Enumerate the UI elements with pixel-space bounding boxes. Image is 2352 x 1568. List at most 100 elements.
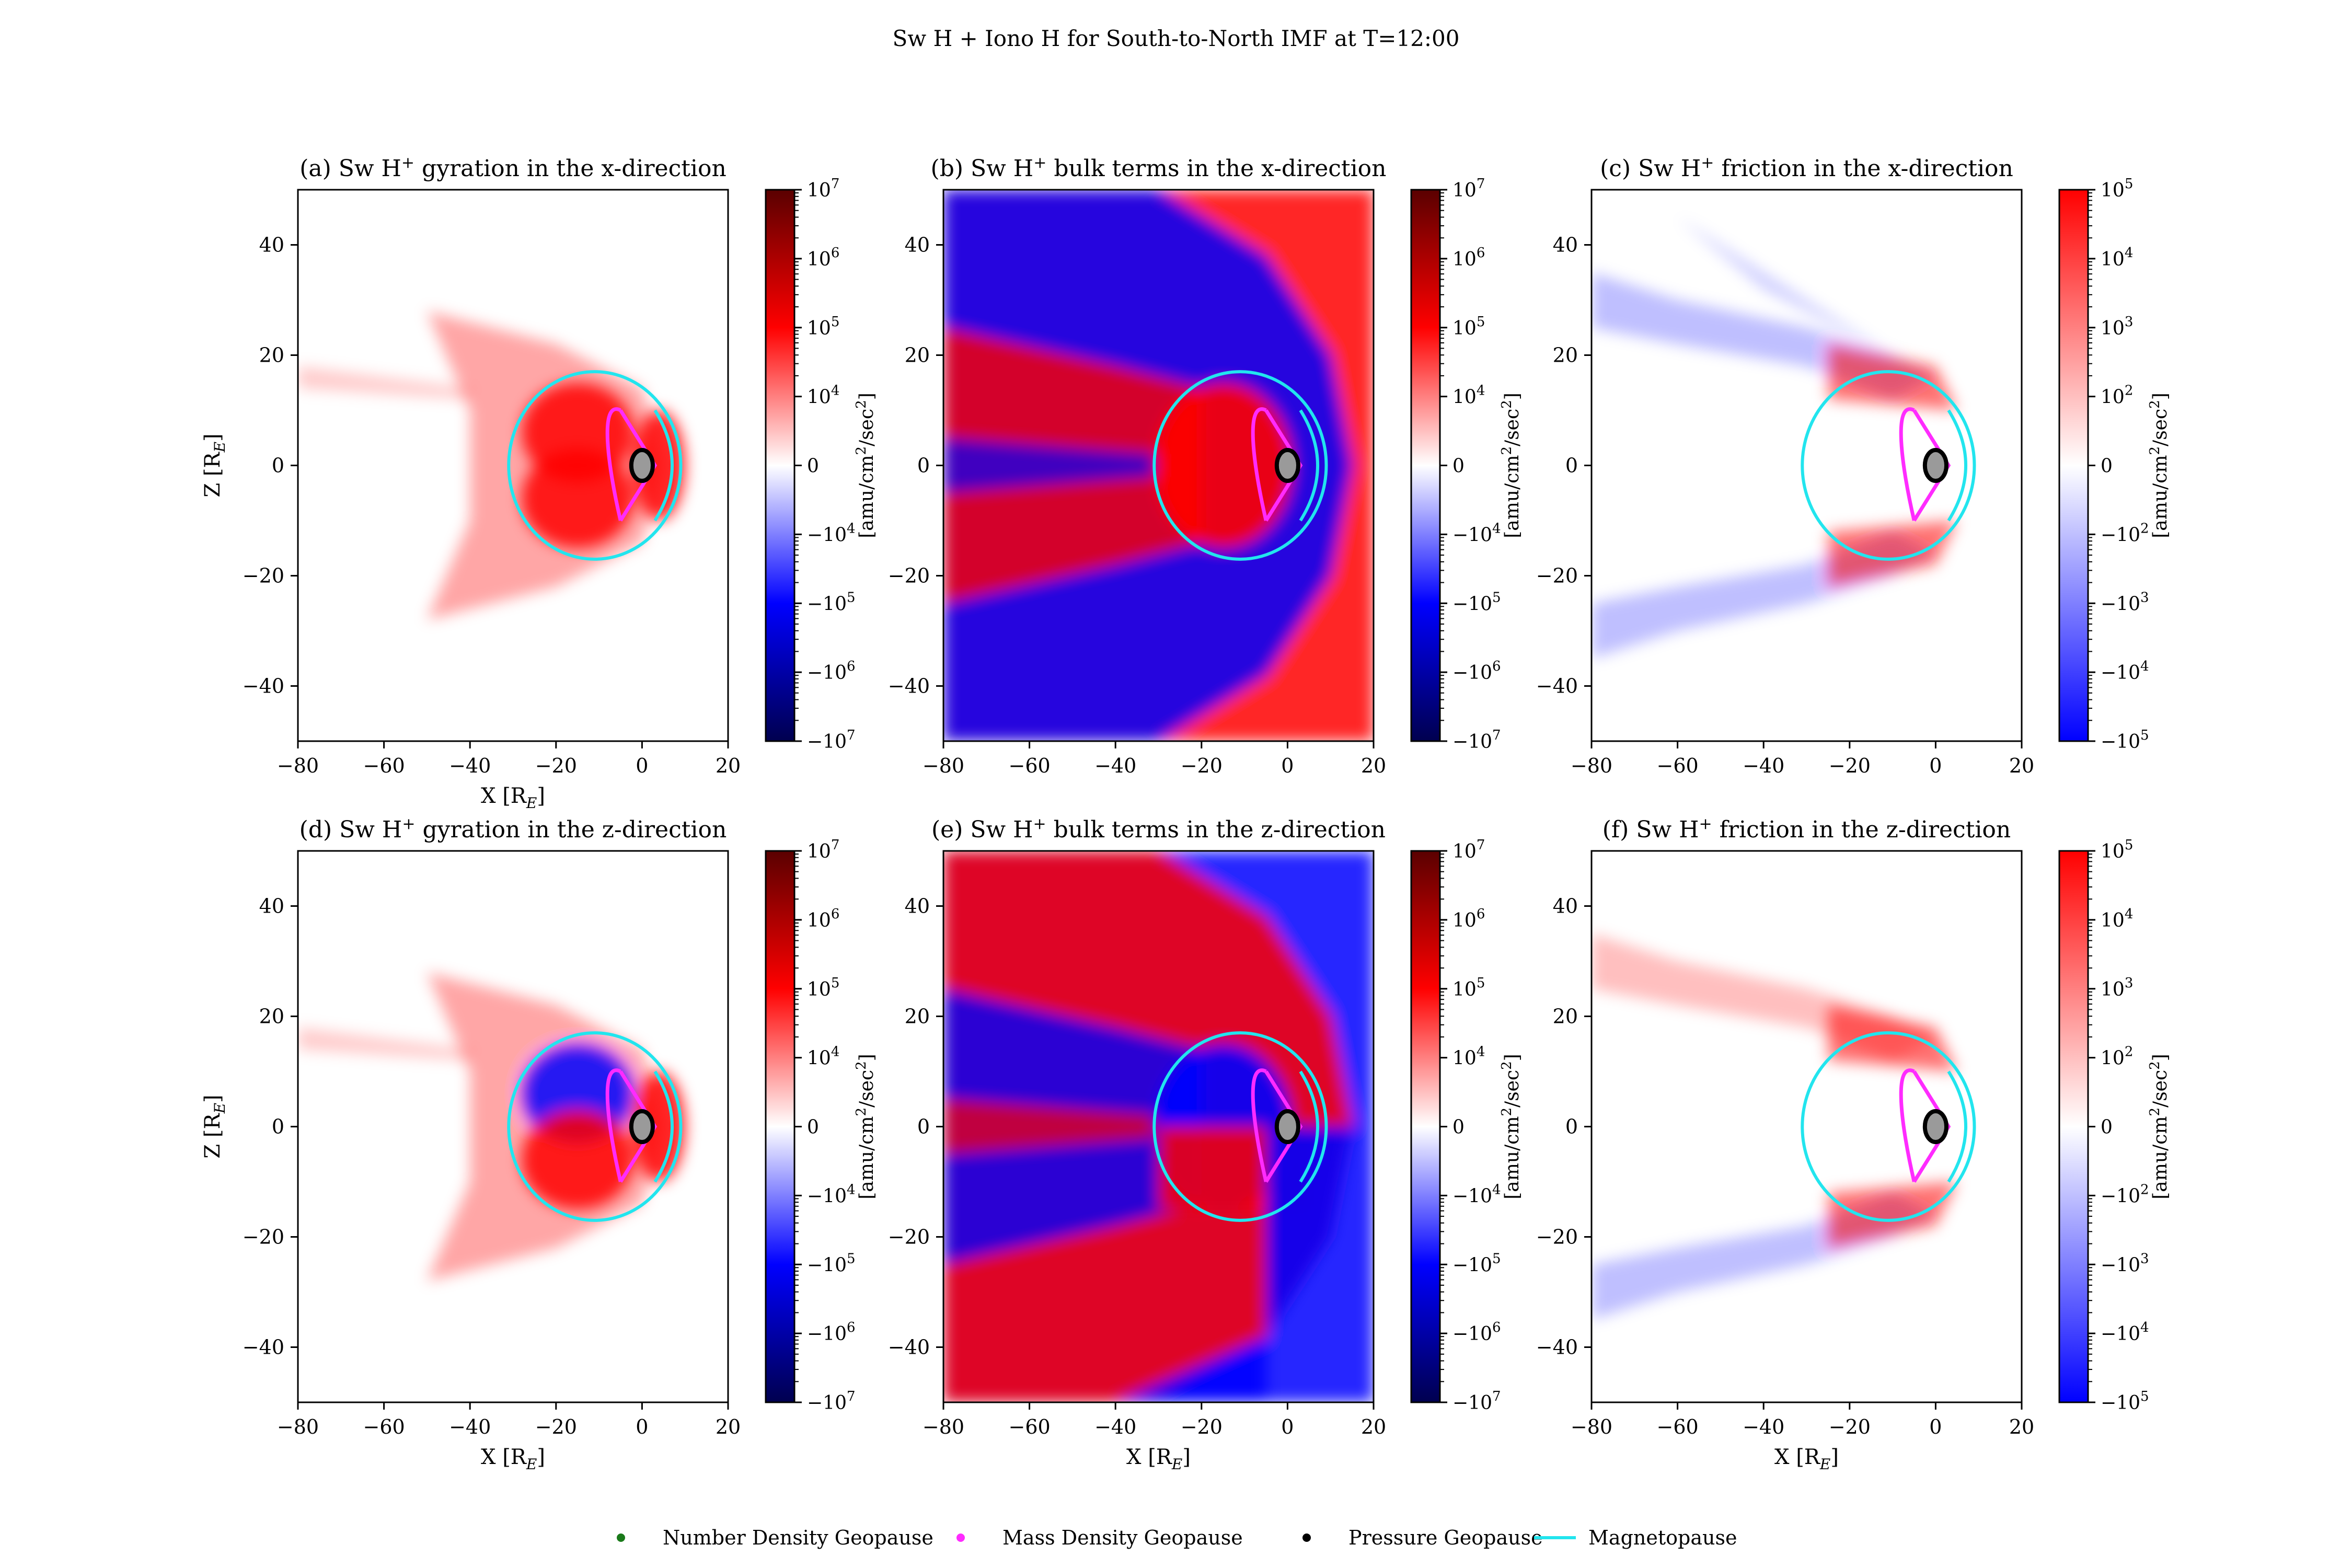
x-tick-label: −80 <box>923 754 964 777</box>
y-tick-label: 40 <box>905 234 930 257</box>
legend-item: Magnetopause <box>1534 1526 1737 1549</box>
x-tick-label: 20 <box>2009 1415 2034 1438</box>
colorbar-label: [amu/cm2/sec2] <box>854 393 878 538</box>
heatmap-field <box>1592 190 2022 741</box>
x-tick-label: −80 <box>923 1415 964 1438</box>
colorbar: 105 104 103 102 0 −102 −103 −104 −105 [amu/cm2/se… <box>2058 176 2171 753</box>
colorbar-tick-label: −103 <box>2101 590 2149 615</box>
y-tick-label: −40 <box>1536 1336 1578 1359</box>
colorbar-tick-label: 106 <box>807 906 839 931</box>
colorbar-tick-label: 104 <box>1452 383 1485 408</box>
x-tick-label: 0 <box>1929 1415 1942 1438</box>
heatmap-field <box>298 851 728 1402</box>
colorbar-label: [amu/cm2/sec2] <box>1499 1054 1523 1199</box>
x-tick-label: 20 <box>716 754 741 777</box>
colorbar-tick-label: −102 <box>2101 1182 2149 1207</box>
figure-title: Sw H + Iono H for South-to-North IMF at … <box>893 26 1460 51</box>
colorbar-tick-label: −105 <box>1452 590 1501 615</box>
panel-title: (d) Sw H+ gyration in the z-direction <box>299 815 727 843</box>
colorbar-tick-label: −105 <box>2101 728 2149 753</box>
x-tick-label: 0 <box>1929 754 1942 777</box>
y-tick-label: 40 <box>1553 895 1578 918</box>
colorbar-tick-label: −107 <box>807 1389 856 1414</box>
panel-b: (b) Sw H+ bulk terms in the x-direction −… <box>888 154 1523 777</box>
y-tick-label: −40 <box>243 675 284 698</box>
y-tick-label: −40 <box>888 1336 930 1359</box>
colorbar-tick-label: 104 <box>1452 1044 1485 1069</box>
mass-density-geopause-curve <box>1899 1068 1951 1183</box>
heatmap-field <box>1592 851 2022 1402</box>
x-tick-label: −60 <box>1656 754 1698 777</box>
colorbar-tick-label: −103 <box>2101 1251 2149 1276</box>
colorbar-tick-label: 106 <box>807 245 839 270</box>
heatmap-field <box>943 851 1374 1402</box>
y-tick-label: 40 <box>1553 234 1578 257</box>
colorbar-tick-label: −104 <box>807 1182 856 1207</box>
legend-marker <box>617 1534 625 1542</box>
colorbar-tick-label: −107 <box>1452 728 1501 753</box>
x-tick-label: −20 <box>1181 754 1223 777</box>
y-tick-label: 40 <box>905 895 930 918</box>
magnetopause-curve <box>507 370 683 561</box>
colorbar-tick-label: 102 <box>2101 1044 2133 1069</box>
magnetopause-curve <box>1152 370 1328 561</box>
y-tick-label: 40 <box>259 234 284 257</box>
colorbar-tick-label: −105 <box>2101 1389 2149 1414</box>
colorbar-tick-label: 0 <box>2101 1117 2113 1138</box>
colorbar-tick-label: 102 <box>2101 383 2133 408</box>
colorbar-tick-label: −104 <box>2101 659 2149 684</box>
earth-marker <box>1274 447 1300 483</box>
mass-density-geopause-curve <box>1899 407 1951 522</box>
y-tick-label: 40 <box>259 895 284 918</box>
colorbar-tick-label: 0 <box>807 456 819 477</box>
colorbar-tick-label: 106 <box>1452 245 1485 270</box>
panel-title: (b) Sw H+ bulk terms in the x-direction <box>931 154 1387 182</box>
colorbar-tick-label: 0 <box>1452 1117 1465 1138</box>
x-tick-label: −80 <box>1571 754 1612 777</box>
magnetopause-curve <box>1152 1031 1328 1222</box>
colorbar-label: [amu/cm2/sec2] <box>1499 393 1523 538</box>
panel-f: (f) Sw H+ friction in the z-direction −80… <box>1536 815 2171 1473</box>
panel-c: (c) Sw H+ friction in the x-direction −80… <box>1536 154 2171 777</box>
magnetopause-curve <box>1801 370 1976 561</box>
earth-marker <box>1274 1109 1300 1145</box>
legend-item: Mass Density Geopause <box>956 1526 1243 1549</box>
magnetopause-curve <box>1801 1031 1976 1222</box>
colorbar-label: [amu/cm2/sec2] <box>2147 1054 2171 1199</box>
x-tick-label: −20 <box>535 1415 577 1438</box>
y-tick-label: −20 <box>243 1226 284 1249</box>
colorbar-tick-label: −105 <box>1452 1251 1501 1276</box>
y-axis-label: Z [RE] <box>201 1094 228 1158</box>
y-tick-label: −20 <box>888 1226 930 1249</box>
panel-title: (a) Sw H+ gyration in the x-direction <box>299 154 727 182</box>
mass-density-geopause-curve <box>605 407 658 522</box>
x-tick-label: −40 <box>1743 754 1784 777</box>
colorbar-tick-label: 105 <box>1452 314 1485 339</box>
legend-label: Number Density Geopause <box>663 1526 933 1549</box>
earth-marker <box>1922 447 1949 483</box>
x-tick-label: 20 <box>1361 1415 1386 1438</box>
colorbar: 107 106 105 104 0 −104 −105 −106 −107 [amu/cm2/se… <box>765 176 878 753</box>
legend-label: Magnetopause <box>1588 1526 1737 1549</box>
mass-density-geopause-curve <box>605 1068 658 1183</box>
colorbar-tick-label: 106 <box>1452 906 1485 931</box>
x-tick-label: −60 <box>1008 1415 1050 1438</box>
y-tick-label: −20 <box>243 564 284 587</box>
colorbar-tick-label: −104 <box>2101 1320 2149 1345</box>
legend: Number Density Geopause Mass Density Geop… <box>617 1526 1737 1549</box>
x-tick-label: −40 <box>1743 1415 1784 1438</box>
panel-a: (a) Sw H+ gyration in the x-direction −80… <box>201 154 878 812</box>
y-tick-label: 0 <box>917 1115 930 1138</box>
colorbar-tick-label: 104 <box>807 1044 839 1069</box>
panel-d: (d) Sw H+ gyration in the z-direction −80… <box>201 815 878 1473</box>
x-tick-label: −60 <box>1656 1415 1698 1438</box>
x-tick-label: 20 <box>716 1415 741 1438</box>
x-axis-label: X [RE] <box>1774 1445 1839 1473</box>
colorbar-tick-label: 103 <box>2101 975 2133 1000</box>
colorbar: 107 106 105 104 0 −104 −105 −106 −107 [amu/cm2/se… <box>1410 837 1523 1414</box>
colorbar-tick-label: 107 <box>1452 176 1485 201</box>
x-tick-label: −40 <box>449 1415 491 1438</box>
colorbar-tick-label: −107 <box>807 728 856 753</box>
panel-title: (e) Sw H+ bulk terms in the z-direction <box>931 815 1386 843</box>
